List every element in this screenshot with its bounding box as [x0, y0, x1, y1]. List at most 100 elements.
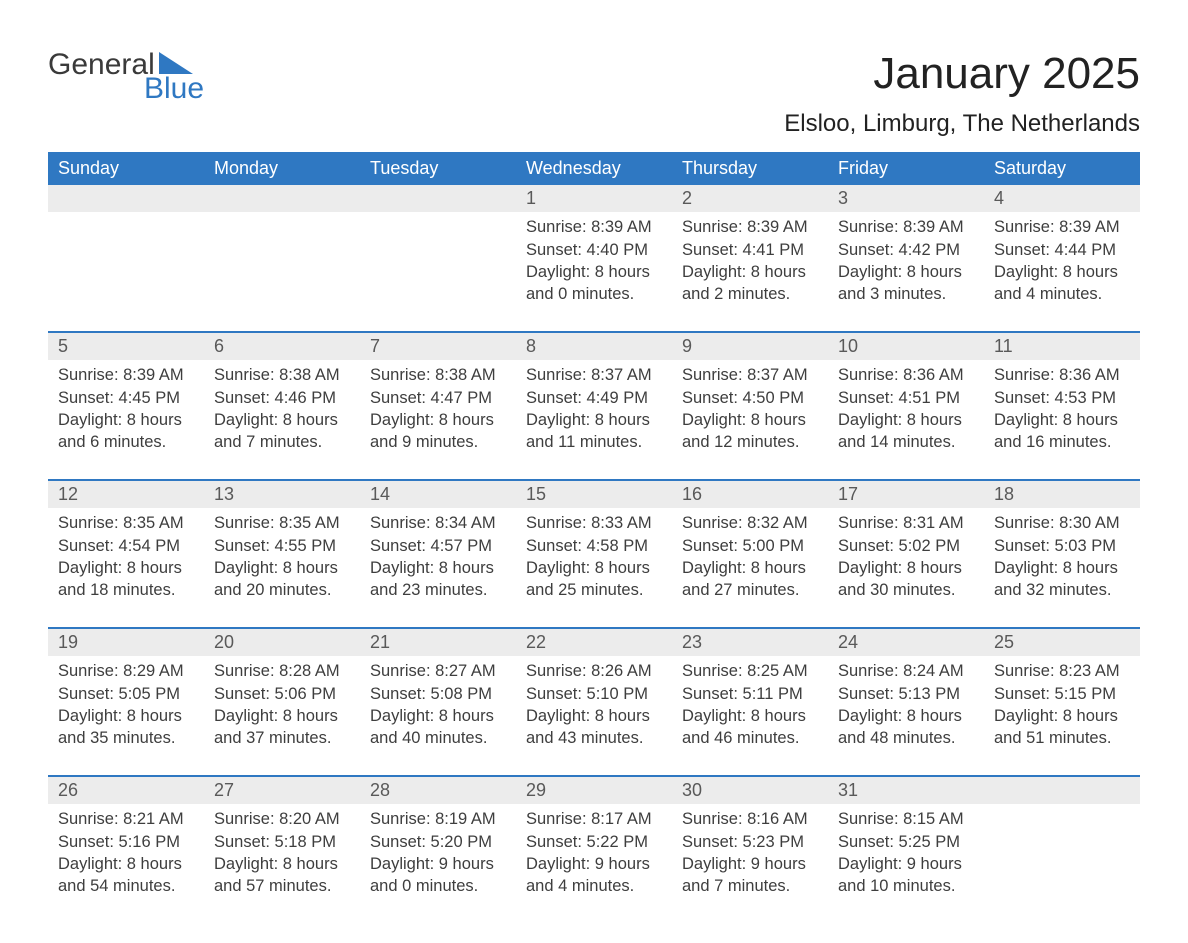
sunrise-text: Sunrise: 8:39 AM [682, 216, 818, 238]
day-content-cell [48, 212, 204, 332]
sunset-text: Sunset: 4:58 PM [526, 535, 662, 557]
day-number-cell: 13 [204, 480, 360, 508]
sunrise-text: Sunrise: 8:37 AM [682, 364, 818, 386]
sunrise-text: Sunrise: 8:32 AM [682, 512, 818, 534]
sunrise-text: Sunrise: 8:35 AM [214, 512, 350, 534]
day-content-row: Sunrise: 8:39 AMSunset: 4:45 PMDaylight:… [48, 360, 1140, 480]
daylight-text: Daylight: 8 hours and 46 minutes. [682, 705, 818, 750]
logo: General Blue [48, 50, 204, 104]
day-content-cell: Sunrise: 8:39 AMSunset: 4:44 PMDaylight:… [984, 212, 1140, 332]
day-number-cell: 16 [672, 480, 828, 508]
sunset-text: Sunset: 4:46 PM [214, 387, 350, 409]
daylight-text: Daylight: 8 hours and 0 minutes. [526, 261, 662, 306]
day-number-cell: 30 [672, 776, 828, 804]
day-content-cell: Sunrise: 8:23 AMSunset: 5:15 PMDaylight:… [984, 656, 1140, 776]
sunrise-text: Sunrise: 8:38 AM [370, 364, 506, 386]
day-content-cell: Sunrise: 8:26 AMSunset: 5:10 PMDaylight:… [516, 656, 672, 776]
sunset-text: Sunset: 5:11 PM [682, 683, 818, 705]
day-content-cell [984, 804, 1140, 903]
sunrise-text: Sunrise: 8:33 AM [526, 512, 662, 534]
daylight-text: Daylight: 8 hours and 14 minutes. [838, 409, 974, 454]
daylight-text: Daylight: 8 hours and 32 minutes. [994, 557, 1130, 602]
day-number-cell [204, 185, 360, 212]
day-number-cell: 10 [828, 332, 984, 360]
daylight-text: Daylight: 8 hours and 35 minutes. [58, 705, 194, 750]
day-content-row: Sunrise: 8:29 AMSunset: 5:05 PMDaylight:… [48, 656, 1140, 776]
day-content-cell: Sunrise: 8:15 AMSunset: 5:25 PMDaylight:… [828, 804, 984, 903]
day-number-cell: 31 [828, 776, 984, 804]
day-content-cell: Sunrise: 8:24 AMSunset: 5:13 PMDaylight:… [828, 656, 984, 776]
sunrise-text: Sunrise: 8:29 AM [58, 660, 194, 682]
sunrise-text: Sunrise: 8:39 AM [526, 216, 662, 238]
day-content-cell: Sunrise: 8:36 AMSunset: 4:51 PMDaylight:… [828, 360, 984, 480]
day-content-cell [360, 212, 516, 332]
daylight-text: Daylight: 8 hours and 54 minutes. [58, 853, 194, 898]
sunset-text: Sunset: 5:02 PM [838, 535, 974, 557]
day-content-cell: Sunrise: 8:21 AMSunset: 5:16 PMDaylight:… [48, 804, 204, 903]
day-number-cell: 26 [48, 776, 204, 804]
daylight-text: Daylight: 8 hours and 25 minutes. [526, 557, 662, 602]
sunrise-text: Sunrise: 8:15 AM [838, 808, 974, 830]
day-content-cell: Sunrise: 8:35 AMSunset: 4:54 PMDaylight:… [48, 508, 204, 628]
sunset-text: Sunset: 5:20 PM [370, 831, 506, 853]
weekday-header: Sunday [48, 152, 204, 185]
sunset-text: Sunset: 4:53 PM [994, 387, 1130, 409]
day-number-cell: 23 [672, 628, 828, 656]
page-header: General Blue January 2025 Elsloo, Limbur… [48, 50, 1140, 138]
day-content-cell: Sunrise: 8:37 AMSunset: 4:49 PMDaylight:… [516, 360, 672, 480]
day-number-cell [48, 185, 204, 212]
day-number-cell: 25 [984, 628, 1140, 656]
daylight-text: Daylight: 9 hours and 4 minutes. [526, 853, 662, 898]
day-number-cell: 21 [360, 628, 516, 656]
sunrise-text: Sunrise: 8:37 AM [526, 364, 662, 386]
daylight-text: Daylight: 8 hours and 6 minutes. [58, 409, 194, 454]
sunrise-text: Sunrise: 8:34 AM [370, 512, 506, 534]
logo-word-1: General [48, 50, 155, 80]
day-number-cell: 3 [828, 185, 984, 212]
day-number-cell: 27 [204, 776, 360, 804]
day-content-cell: Sunrise: 8:39 AMSunset: 4:45 PMDaylight:… [48, 360, 204, 480]
day-number-cell: 24 [828, 628, 984, 656]
day-content-cell [204, 212, 360, 332]
sunrise-text: Sunrise: 8:23 AM [994, 660, 1130, 682]
daylight-text: Daylight: 8 hours and 30 minutes. [838, 557, 974, 602]
sunset-text: Sunset: 4:47 PM [370, 387, 506, 409]
calendar-table: Sunday Monday Tuesday Wednesday Thursday… [48, 152, 1140, 903]
month-title: January 2025 [784, 50, 1140, 98]
day-number-cell [984, 776, 1140, 804]
sunrise-text: Sunrise: 8:19 AM [370, 808, 506, 830]
daylight-text: Daylight: 8 hours and 18 minutes. [58, 557, 194, 602]
daylight-text: Daylight: 8 hours and 4 minutes. [994, 261, 1130, 306]
sunrise-text: Sunrise: 8:36 AM [994, 364, 1130, 386]
sunrise-text: Sunrise: 8:24 AM [838, 660, 974, 682]
daylight-text: Daylight: 8 hours and 7 minutes. [214, 409, 350, 454]
day-number-row: 12131415161718 [48, 480, 1140, 508]
day-number-row: 19202122232425 [48, 628, 1140, 656]
daylight-text: Daylight: 9 hours and 7 minutes. [682, 853, 818, 898]
day-content-cell: Sunrise: 8:34 AMSunset: 4:57 PMDaylight:… [360, 508, 516, 628]
sunset-text: Sunset: 5:06 PM [214, 683, 350, 705]
location-text: Elsloo, Limburg, The Netherlands [784, 110, 1140, 138]
sunrise-text: Sunrise: 8:39 AM [838, 216, 974, 238]
sunset-text: Sunset: 5:23 PM [682, 831, 818, 853]
day-number-cell: 2 [672, 185, 828, 212]
day-content-cell: Sunrise: 8:35 AMSunset: 4:55 PMDaylight:… [204, 508, 360, 628]
day-content-cell: Sunrise: 8:19 AMSunset: 5:20 PMDaylight:… [360, 804, 516, 903]
day-number-cell: 28 [360, 776, 516, 804]
weekday-header: Thursday [672, 152, 828, 185]
weekday-header: Wednesday [516, 152, 672, 185]
sunset-text: Sunset: 5:15 PM [994, 683, 1130, 705]
sunrise-text: Sunrise: 8:38 AM [214, 364, 350, 386]
sunset-text: Sunset: 4:44 PM [994, 239, 1130, 261]
day-content-cell: Sunrise: 8:29 AMSunset: 5:05 PMDaylight:… [48, 656, 204, 776]
day-content-row: Sunrise: 8:39 AMSunset: 4:40 PMDaylight:… [48, 212, 1140, 332]
day-content-cell: Sunrise: 8:17 AMSunset: 5:22 PMDaylight:… [516, 804, 672, 903]
sunset-text: Sunset: 4:42 PM [838, 239, 974, 261]
day-number-cell: 19 [48, 628, 204, 656]
weekday-header: Saturday [984, 152, 1140, 185]
daylight-text: Daylight: 8 hours and 40 minutes. [370, 705, 506, 750]
sunrise-text: Sunrise: 8:20 AM [214, 808, 350, 830]
daylight-text: Daylight: 8 hours and 12 minutes. [682, 409, 818, 454]
daylight-text: Daylight: 9 hours and 10 minutes. [838, 853, 974, 898]
day-content-cell: Sunrise: 8:39 AMSunset: 4:42 PMDaylight:… [828, 212, 984, 332]
